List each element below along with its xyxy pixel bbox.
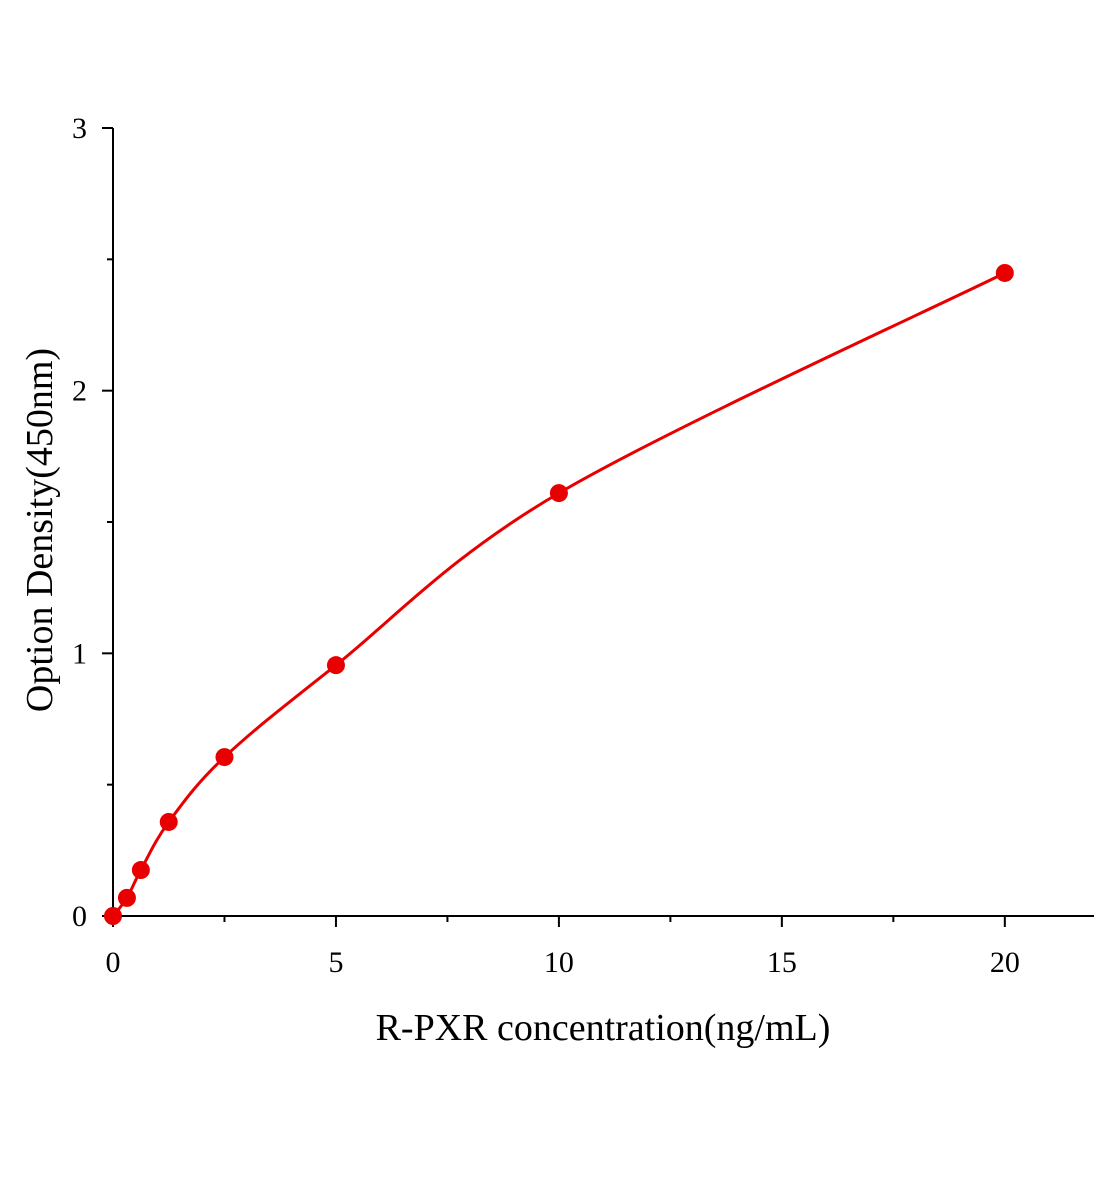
y-axis-title: Option Density(450nm) xyxy=(19,348,61,712)
y-tick-label: 0 xyxy=(72,900,87,933)
data-point xyxy=(215,748,234,767)
fit-curve xyxy=(111,271,1006,917)
data-point xyxy=(995,263,1014,282)
x-tick-label: 20 xyxy=(990,946,1020,979)
x-tick-label: 10 xyxy=(544,946,574,979)
x-tick-label: 0 xyxy=(106,946,121,979)
x-axis-title: R-PXR concentration(ng/mL) xyxy=(376,1007,831,1049)
x-tick-label: 15 xyxy=(767,946,797,979)
data-point xyxy=(104,907,122,925)
y-tick-label: 1 xyxy=(72,637,87,670)
data-point xyxy=(159,812,178,831)
data-point xyxy=(549,484,568,503)
data-point xyxy=(326,656,345,675)
y-tick-label: 3 xyxy=(72,112,87,145)
x-tick-label: 5 xyxy=(328,946,343,979)
y-tick-label: 2 xyxy=(72,375,87,408)
data-point xyxy=(117,888,136,907)
data-point xyxy=(131,861,150,880)
